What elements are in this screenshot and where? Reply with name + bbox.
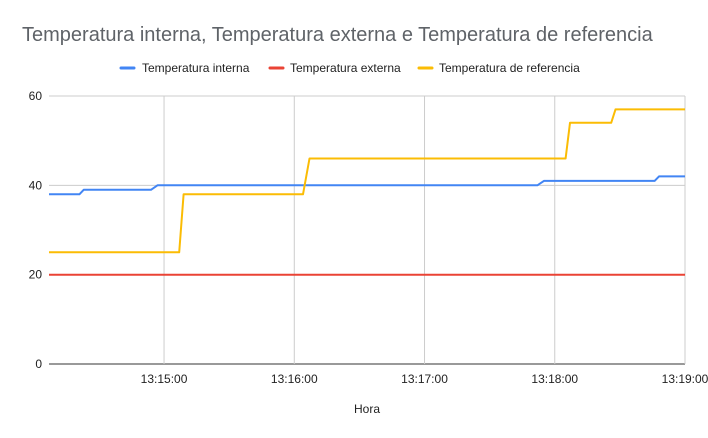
y-tick-label: 0 [35, 357, 42, 371]
series-group [49, 108, 685, 276]
x-tick-label: 13:16:00 [271, 372, 318, 386]
legend: Temperatura interna Temperatura externa Te… [119, 61, 580, 75]
series-line-3 [49, 108, 685, 254]
grid [49, 95, 686, 365]
legend-label: Temperatura interna [142, 61, 250, 75]
x-axis-title: Hora [354, 402, 380, 416]
x-tick-label: 13:15:00 [141, 372, 188, 386]
x-tick-label: 13:19:00 [662, 372, 708, 386]
legend-label: Temperatura externa [290, 61, 401, 75]
x-tick-label: 13:18:00 [531, 372, 578, 386]
y-tick-label: 40 [29, 178, 43, 192]
y-tick-label: 20 [29, 268, 43, 282]
legend-label: Temperatura de referencia [439, 61, 580, 75]
y-tick-label: 60 [29, 89, 43, 103]
x-tick-label: 13:17:00 [401, 372, 448, 386]
ticks: 0 20 40 60 13:15:00 13:16:00 13:17:00 13:18:00 1… [29, 89, 708, 386]
series-line-1 [49, 175, 685, 196]
chart-title: Temperatura interna, Temperatura externa… [22, 24, 654, 46]
